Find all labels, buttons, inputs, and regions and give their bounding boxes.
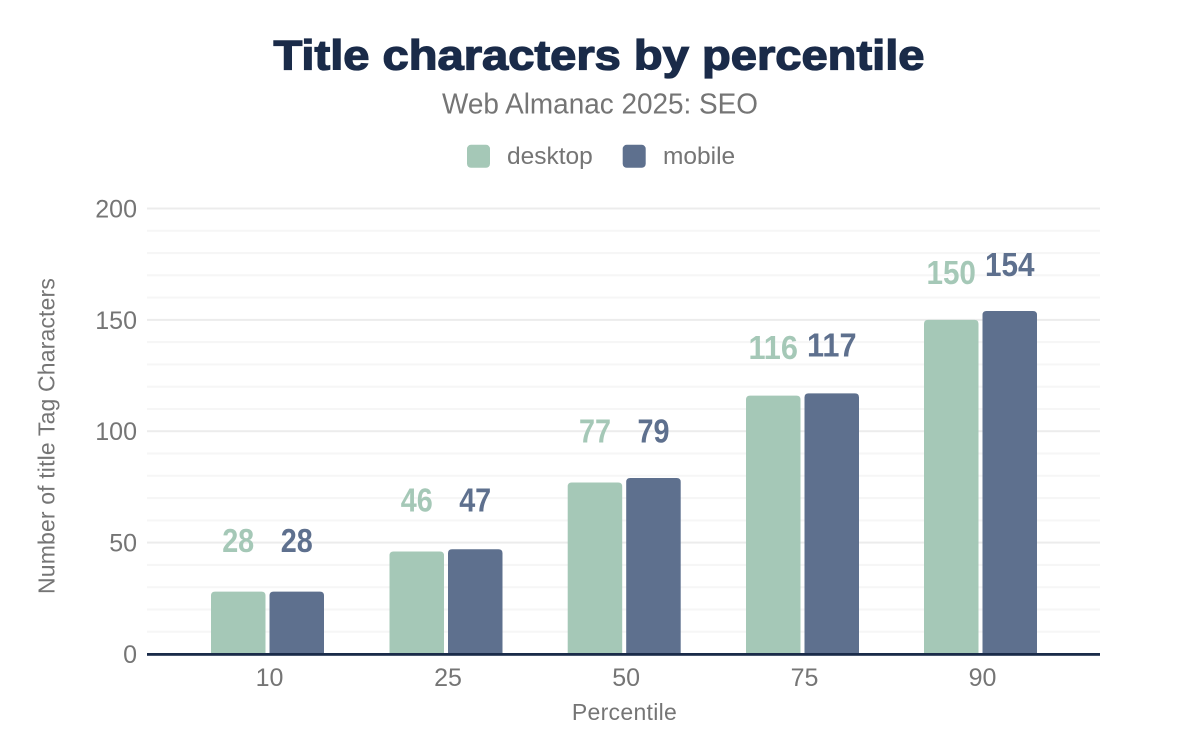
svg-text:46: 46 xyxy=(401,482,433,519)
svg-text:150: 150 xyxy=(926,254,976,291)
svg-text:200: 200 xyxy=(95,196,137,224)
svg-text:Title characters by percentile: Title characters by percentile xyxy=(274,32,925,79)
svg-text:154: 154 xyxy=(985,246,1035,283)
svg-text:75: 75 xyxy=(791,664,819,692)
svg-text:50: 50 xyxy=(109,530,137,558)
svg-text:50: 50 xyxy=(612,664,640,692)
svg-text:117: 117 xyxy=(807,326,857,363)
svg-text:Percentile: Percentile xyxy=(572,699,677,725)
svg-text:100: 100 xyxy=(95,418,137,446)
svg-text:150: 150 xyxy=(95,307,137,335)
svg-text:116: 116 xyxy=(748,329,798,366)
svg-text:90: 90 xyxy=(969,664,997,692)
svg-text:Web Almanac 2025: SEO: Web Almanac 2025: SEO xyxy=(442,89,758,121)
svg-text:47: 47 xyxy=(459,481,491,518)
svg-text:desktop: desktop xyxy=(507,143,593,170)
svg-text:28: 28 xyxy=(222,522,254,559)
svg-text:77: 77 xyxy=(579,413,611,450)
svg-text:Number of title Tag Characters: Number of title Tag Characters xyxy=(34,278,60,594)
svg-text:25: 25 xyxy=(434,664,462,692)
svg-text:28: 28 xyxy=(281,522,313,559)
svg-text:10: 10 xyxy=(256,664,284,692)
svg-text:0: 0 xyxy=(123,641,137,669)
svg-text:79: 79 xyxy=(638,413,670,450)
svg-text:mobile: mobile xyxy=(663,143,735,170)
